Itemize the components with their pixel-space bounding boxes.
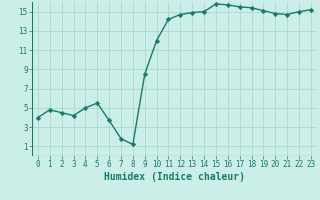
X-axis label: Humidex (Indice chaleur): Humidex (Indice chaleur) — [104, 172, 245, 182]
